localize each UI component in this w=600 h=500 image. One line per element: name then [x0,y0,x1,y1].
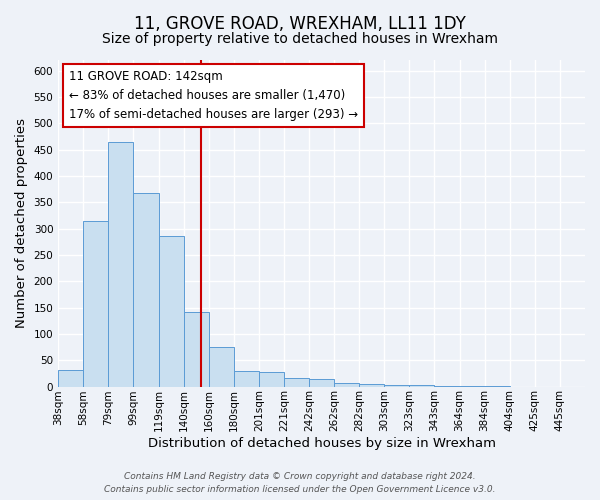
Bar [109,142,133,386]
Bar [284,378,309,386]
X-axis label: Distribution of detached houses by size in Wrexham: Distribution of detached houses by size … [148,437,496,450]
Bar [184,312,209,386]
Text: 11 GROVE ROAD: 142sqm
← 83% of detached houses are smaller (1,470)
17% of semi-d: 11 GROVE ROAD: 142sqm ← 83% of detached … [69,70,358,121]
Bar [58,370,83,386]
Text: Contains HM Land Registry data © Crown copyright and database right 2024.
Contai: Contains HM Land Registry data © Crown c… [104,472,496,494]
Bar [334,383,359,386]
Bar [158,236,184,386]
Bar [259,372,284,386]
Bar [83,220,109,386]
Bar [309,379,334,386]
Bar [385,385,409,386]
Bar [234,370,259,386]
Bar [133,192,158,386]
Text: 11, GROVE ROAD, WREXHAM, LL11 1DY: 11, GROVE ROAD, WREXHAM, LL11 1DY [134,15,466,33]
Text: Size of property relative to detached houses in Wrexham: Size of property relative to detached ho… [102,32,498,46]
Y-axis label: Number of detached properties: Number of detached properties [15,118,28,328]
Bar [359,384,385,386]
Bar [209,347,234,387]
